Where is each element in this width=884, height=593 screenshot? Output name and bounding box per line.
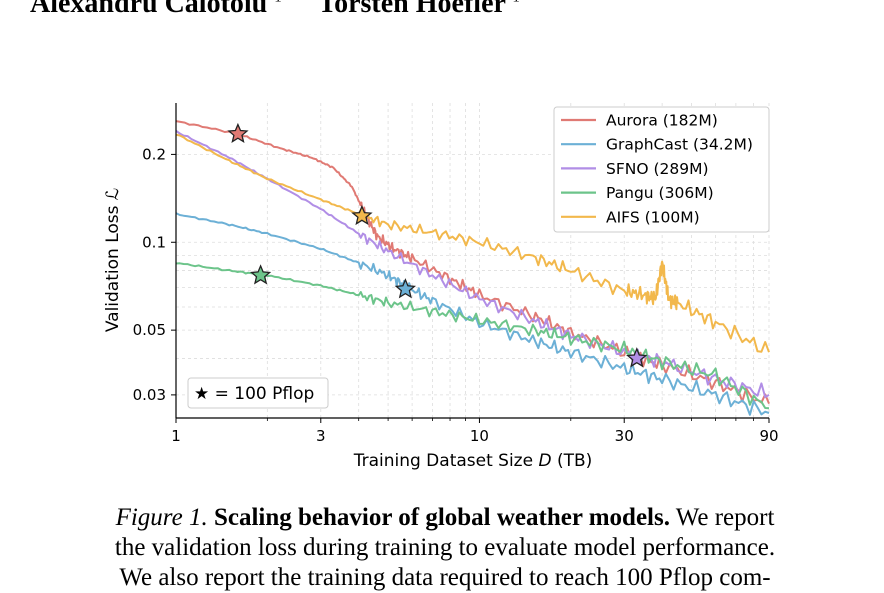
x-tick-label: 1 — [171, 427, 181, 445]
x-tick-label: 10 — [470, 427, 489, 445]
y-tick-label: 0.05 — [133, 321, 166, 339]
author-line: 1 Alexandru Calotoiu 1 Torsten Hoefler 1 — [0, 0, 884, 28]
author-a-affiliation-lead: 1 — [2, 0, 10, 5]
x-axis-label: Training Dataset Size D (TB) — [353, 451, 593, 471]
y-axis-label: Validation Loss ℒ — [103, 188, 123, 332]
caption-line-2: the validation loss during training to e… — [114, 534, 776, 561]
pflop-star-marker — [626, 347, 648, 368]
caption-line-1: Figure 1. Scaling behavior of global wea… — [70, 503, 820, 533]
pflop-star-marker — [227, 122, 249, 143]
caption-line-3: We also report the training data require… — [119, 564, 771, 591]
legend-label: Pangu (306M) — [606, 184, 714, 202]
chart-legend: Aurora (182M) GraphCast (34.2M) SFNO (289M… — [553, 106, 770, 233]
validation-loss-chart: 1 3 10 30 90 0.03 0.05 0.1 0.2 Training Dataset … — [103, 103, 779, 471]
caption-figure-label: Figure 1. — [115, 504, 208, 531]
pflop-star-marker — [394, 278, 417, 299]
chart-stars — [227, 122, 648, 368]
pflop-star-marker — [250, 264, 272, 285]
y-tick-label: 0.1 — [142, 233, 166, 251]
author-a-affiliation: 1 — [274, 0, 282, 6]
author-b-affiliation: 1 — [512, 0, 520, 6]
pflop-star-marker — [351, 204, 373, 226]
chart-axes — [175, 103, 769, 419]
author-b-name: Torsten Hoefler — [318, 0, 506, 19]
y-tick-label: 0.03 — [133, 386, 166, 404]
author-a-name: Alexandru Calotoiu — [30, 0, 268, 19]
x-tick-label: 30 — [615, 427, 634, 445]
series-line — [175, 212, 770, 416]
author-a: Alexandru Calotoiu 1 — [30, 0, 282, 20]
author-b: Torsten Hoefler 1 — [318, 0, 520, 20]
caption-title: Scaling behavior of global weather model… — [213, 504, 670, 531]
x-tick-label: 3 — [316, 427, 326, 445]
series-line — [175, 133, 770, 353]
annotation-text: ★ = 100 Pflop — [194, 384, 314, 404]
legend-label: Aurora (182M) — [606, 112, 718, 130]
legend-label: SFNO (289M) — [606, 160, 709, 178]
x-tick-label: 90 — [759, 427, 778, 445]
legend-label: GraphCast (34.2M) — [606, 136, 753, 154]
series-line — [175, 262, 770, 410]
figure-caption: Figure 1. Scaling behavior of global wea… — [70, 503, 820, 593]
annotation-box — [187, 377, 329, 409]
legend-box — [553, 106, 770, 233]
y-tick-label: 0.2 — [142, 145, 166, 163]
chart-series — [175, 120, 770, 416]
pflop-annotation: ★ = 100 Pflop — [187, 377, 329, 409]
legend-label: AIFS (100M) — [606, 208, 700, 226]
caption-line-1-rest: We report — [669, 504, 775, 531]
chart-ticks: 1 3 10 30 90 0.03 0.05 0.1 0.2 — [133, 145, 779, 445]
